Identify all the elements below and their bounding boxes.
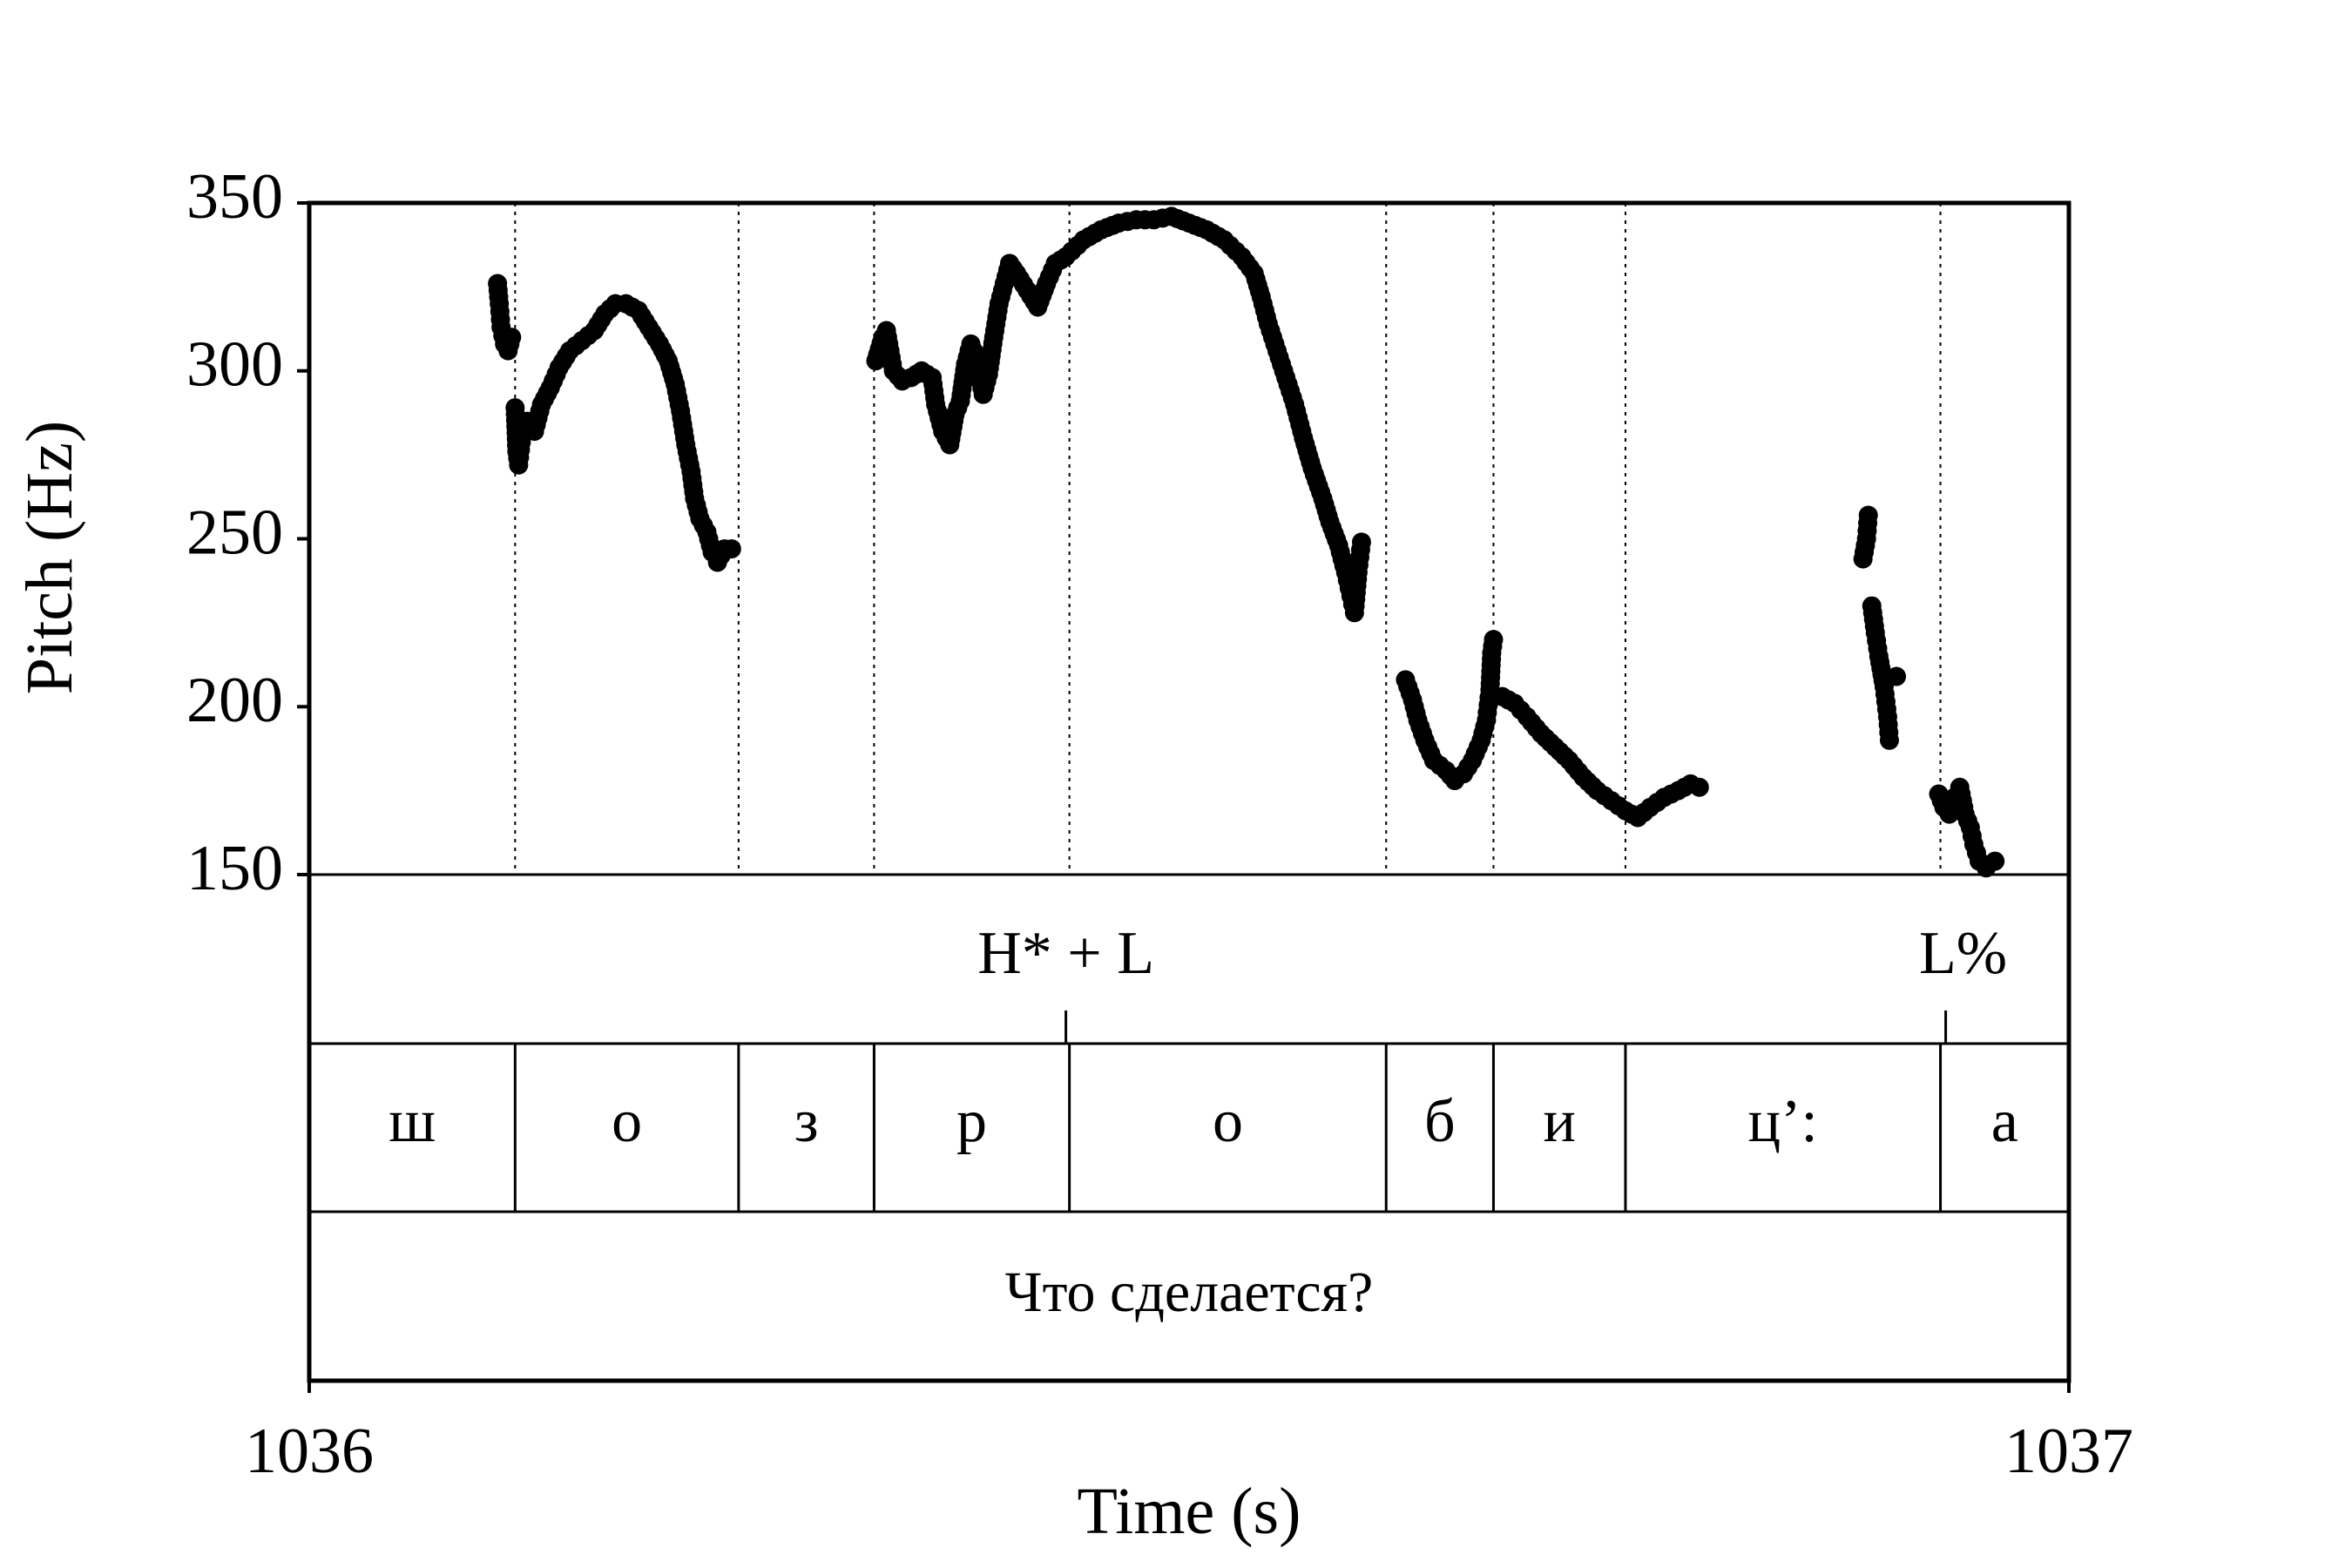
pitch-point (1594, 786, 1614, 806)
segment-label: з (794, 1088, 819, 1155)
y-tick-label: 250 (186, 497, 283, 568)
pitch-point (1689, 777, 1709, 797)
tone-label: L% (1919, 920, 2007, 987)
pitch-point (1966, 842, 1986, 862)
pitch-points (488, 206, 2005, 878)
pitch-point (1962, 826, 1982, 846)
x-axis-title: Time (s) (1078, 1475, 1301, 1548)
y-tick-label: 300 (186, 329, 283, 401)
pitch-point (1103, 215, 1123, 235)
y-tick-label: 150 (186, 833, 283, 904)
segment-label: ш (389, 1088, 436, 1155)
segment-label: р (956, 1088, 987, 1155)
pitch-point (1350, 540, 1370, 560)
pitch-point (888, 366, 908, 386)
y-tick-label: 200 (186, 665, 283, 736)
x-tick-label: 1037 (2004, 1416, 2133, 1487)
segment-label: ц’: (1748, 1088, 1818, 1155)
segment-label: б (1424, 1088, 1456, 1155)
pitch-point (1876, 700, 1896, 720)
pitch-point (1647, 793, 1667, 813)
pitch-point (1674, 777, 1694, 797)
pitch-point (1864, 616, 1884, 636)
y-axis-title: Pitch (Hz) (13, 421, 86, 694)
segment-tier: ш о з р о б и ц’: а (389, 1088, 2018, 1155)
pitch-point (1985, 851, 2005, 871)
segment-label: и (1543, 1088, 1575, 1155)
pitch-point (1511, 700, 1531, 720)
pitch-point (1135, 210, 1155, 230)
y-tick-label: 350 (186, 161, 283, 233)
pitch-point (1483, 636, 1503, 656)
segment-label: о (612, 1088, 642, 1155)
pitch-point (1855, 536, 1876, 556)
x-axis: 1036 1037 (245, 1381, 2133, 1487)
segment-label: а (1991, 1088, 2018, 1155)
pitch-point (1957, 811, 1977, 831)
x-tick-label: 1036 (245, 1416, 374, 1487)
pitch-point (1879, 722, 1899, 742)
pitch-point (711, 545, 731, 565)
segment-label: о (1213, 1088, 1243, 1155)
pitch-point (500, 334, 520, 354)
pitch-point (1152, 208, 1173, 228)
pitch-point (1858, 513, 1878, 533)
pitch-point (1334, 556, 1354, 576)
pitch-point (1118, 212, 1138, 232)
pitch-point (489, 287, 509, 307)
tone-label: H* + L (977, 920, 1154, 987)
pitch-point (1634, 802, 1654, 822)
plot-frame (307, 200, 2072, 1383)
pitch-point (490, 309, 510, 329)
segment-boundaries (513, 203, 1943, 1212)
pitch-point (1479, 687, 1499, 707)
sentence-label: Что сделается? (1005, 1260, 1374, 1324)
tone-tier: H* + L L% (977, 920, 2007, 1044)
pitch-point (1475, 717, 1495, 737)
pitch-point (1348, 569, 1368, 589)
pitch-point (600, 299, 620, 319)
pitch-point (1440, 766, 1460, 786)
y-axis: 150 200 250 300 350 (186, 161, 309, 904)
